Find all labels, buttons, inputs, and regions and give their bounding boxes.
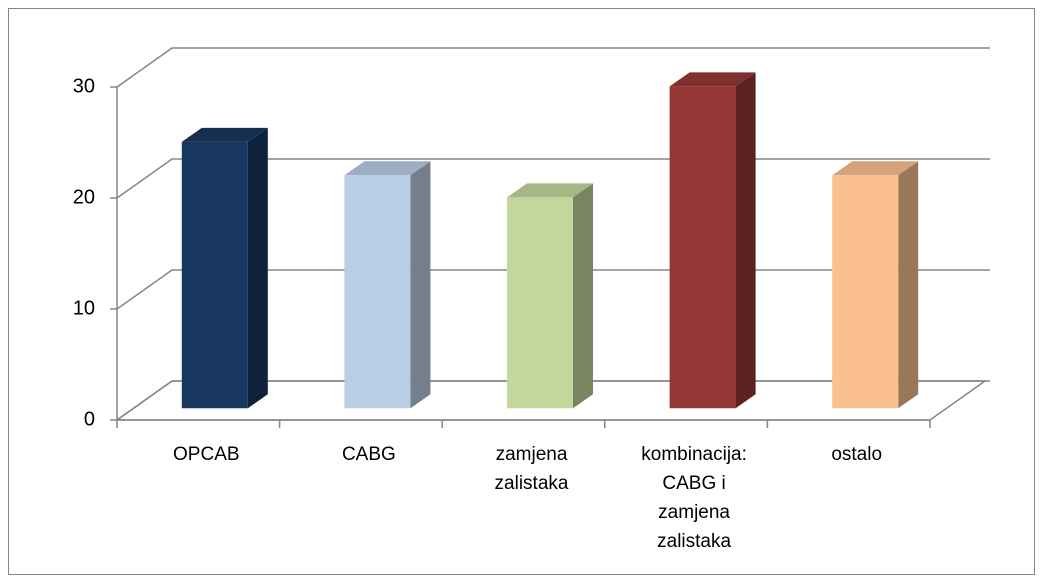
- bar-front: [832, 175, 899, 409]
- y-tick-label: 20: [73, 186, 95, 208]
- y-tick-label: 0: [84, 408, 95, 430]
- bar-front: [181, 141, 248, 409]
- bar-side: [573, 183, 593, 409]
- bar: [832, 161, 919, 409]
- bar-top: [669, 72, 756, 87]
- bar-top: [181, 127, 268, 142]
- bar: [669, 72, 756, 409]
- x-tick-label: zamjena zalistaka: [494, 444, 569, 494]
- bar-side: [898, 161, 919, 409]
- y-tick-label: 30: [73, 75, 95, 97]
- bar-side: [410, 161, 431, 409]
- bar: [344, 161, 431, 409]
- x-tick-label: ostalo: [831, 444, 883, 465]
- bar-top: [507, 183, 593, 198]
- bar-front: [344, 175, 411, 409]
- bar-top: [832, 161, 919, 176]
- bar-top: [344, 161, 431, 176]
- bar-side: [735, 72, 756, 409]
- grid-line: [116, 47, 990, 88]
- x-tick-label: CABG: [341, 444, 396, 465]
- bar-front: [507, 197, 573, 409]
- x-tick-label: kombinacija: CABG i zamjena zalistaka: [641, 444, 747, 552]
- bar-front: [669, 86, 736, 409]
- y-tick-label: 10: [73, 297, 95, 319]
- bar-side: [247, 127, 268, 409]
- bar: [507, 183, 593, 409]
- x-tick-label: OPCAB: [173, 444, 240, 465]
- bar: [181, 127, 268, 409]
